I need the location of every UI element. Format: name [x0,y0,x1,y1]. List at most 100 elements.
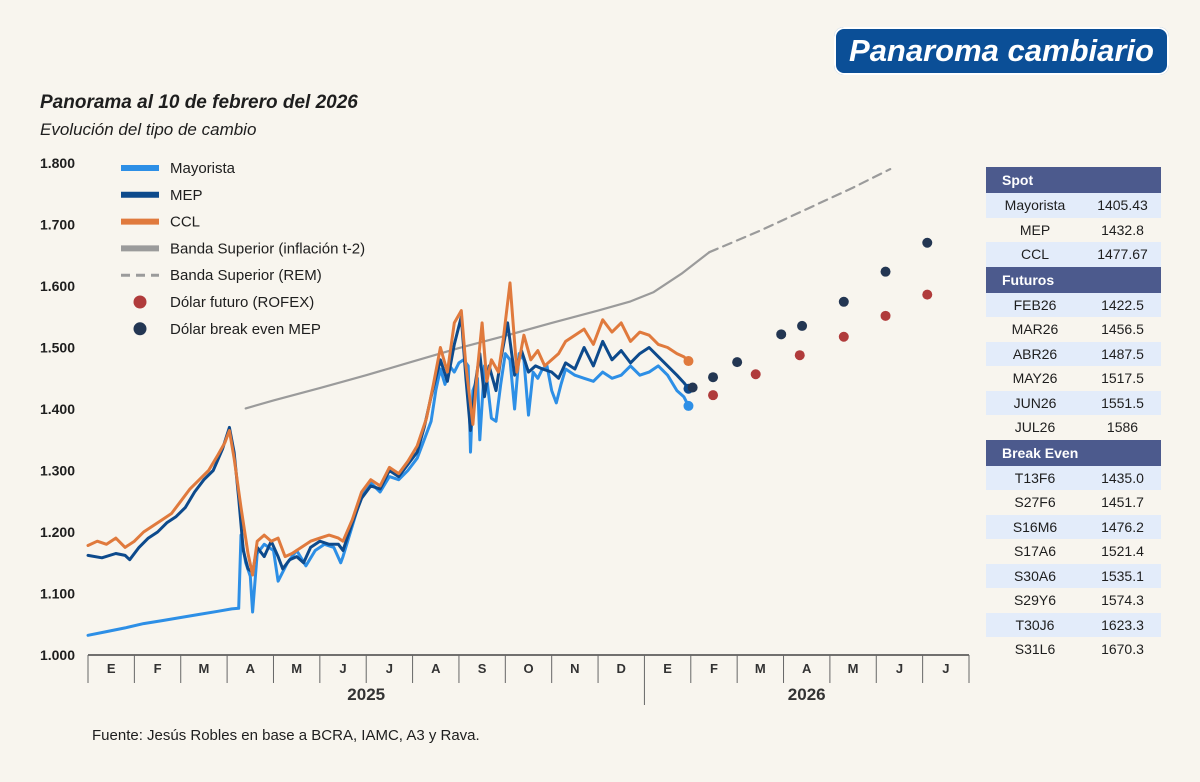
y-tick-label: 1.600 [40,278,75,294]
table-row: T30J6 1623.3 [986,612,1161,637]
breakeven-point [732,357,743,368]
table-cell-value: 1476.2 [1101,518,1144,535]
chart-subtitle: Evolución del tipo de cambio [40,120,257,139]
table-row: S29Y6 1574.3 [986,588,1161,613]
table-cell-key: JUL26 [1014,419,1056,435]
y-tick-label: 1.000 [40,647,75,663]
y-tick-label: 1.400 [40,401,75,417]
table-row: S27F6 1451.7 [986,490,1161,515]
series-line-banda-superior-rem- [708,168,892,254]
table-row: T13F6 1435.0 [986,465,1161,490]
breakeven-point [838,296,849,307]
summary-table: Spot Mayorista 1405.43 MEP 1432.8 CCL 1477.67 F… [986,167,1161,662]
legend-label: Banda Superior (REM) [170,267,322,284]
table-row: FEB26 1422.5 [986,292,1161,317]
rofex-point [922,289,933,300]
table-cell-key: MEP [1019,221,1051,238]
table-cell-value: 1432.8 [1101,221,1144,238]
brand-badge: Panaroma cambiario [834,27,1169,75]
legend-label: CCL [170,214,200,231]
table-cell-key: T13F6 [1014,469,1056,486]
table-cell-value: 1451.7 [1101,494,1144,510]
table-section-header: Break Even [986,439,1161,466]
table-cell-value: 1477.67 [1097,246,1148,262]
table-cell-value: 1521.4 [1101,543,1144,559]
source-note: Fuente: Jesús Robles en base a BCRA, IAM… [92,727,480,744]
table-cell-key: S27F6 [1014,494,1056,510]
series-line-ccl [86,281,690,577]
x-tick-label: F [154,661,162,676]
y-tick-label: 1.100 [40,586,75,602]
y-tick-label: 1.700 [40,217,75,233]
breakeven-point [922,237,933,248]
table-row: CCL 1477.67 [986,242,1161,267]
table-cell-value: 1670.3 [1101,641,1144,657]
table-row: MAR26 1456.5 [986,317,1161,342]
table-row: Mayorista 1405.43 [986,193,1161,218]
y-tick-label: 1.800 [40,155,75,171]
x-tick-label: A [246,661,256,676]
table-section-header: Futuros [986,266,1161,293]
table-cell-key: CCL [1020,246,1049,262]
table-cell-value: 1405.43 [1097,197,1148,213]
table-cell-value: 1551.5 [1101,394,1144,411]
table-cell-key: MAR26 [1011,321,1059,337]
table-cell-value: 1535.1 [1101,567,1144,584]
series-line-mep [86,315,690,574]
table-row: MAY26 1517.5 [986,366,1161,391]
table-cell-value: 1574.3 [1101,592,1144,608]
x-tick-label: M [198,661,209,676]
table-cell-key: S29Y6 [1013,592,1057,608]
breakeven-point [880,266,891,277]
x-tick-label: E [663,661,672,676]
chart-title: Panorama al 10 de febrero del 2026 [40,92,358,113]
y-tick-label: 1.200 [40,524,75,540]
legend-label: Dólar futuro (ROFEX) [170,294,314,311]
x-tick-label: M [291,661,302,676]
series-line-mayorista [86,352,690,637]
table-row: S17A6 1521.4 [986,539,1161,564]
legend-swatch [133,295,147,309]
legend-swatch [133,322,147,336]
table-cell-value: 1623.3 [1101,616,1144,633]
table-cell-key: MAY26 [1012,370,1058,386]
table-cell-key: S16M6 [1012,518,1058,535]
table-cell-key: JUN26 [1013,394,1057,411]
x-tick-label: J [896,661,903,676]
table-row: ABR26 1487.5 [986,341,1161,366]
table-cell-key: FEB26 [1013,296,1057,313]
table-cell-key: S17A6 [1013,543,1057,559]
x-tick-label: M [848,661,859,676]
table-row: JUL26 1586 [986,415,1161,440]
legend-label: Dólar break even MEP [170,321,321,338]
y-tick-label: 1.500 [40,340,75,356]
legend-label: Mayorista [170,160,236,177]
table-cell-value: 1586 [1106,419,1139,435]
x-tick-label: A [431,661,441,676]
table-cell-value: 1422.5 [1101,296,1144,313]
table-cell-key: Mayorista [1004,197,1066,213]
table-cell-key: T30J6 [1015,616,1055,633]
table-row: S31L6 1670.3 [986,637,1161,662]
table-row: MEP 1432.8 [986,218,1161,243]
series-end-point [683,400,694,411]
breakeven-point [776,329,787,340]
table-cell-value: 1517.5 [1101,370,1144,386]
table-cell-value: 1435.0 [1101,469,1144,486]
x-tick-label: M [755,661,766,676]
x-tick-label: A [802,661,812,676]
year-label: 2025 [347,685,385,704]
rofex-point [880,310,891,321]
table-cell-value: 1456.5 [1101,321,1144,337]
table-row: JUN26 1551.5 [986,390,1161,415]
table-cell-key: S31L6 [1014,641,1056,657]
x-tick-label: J [386,661,393,676]
rofex-point [750,369,761,380]
rofex-point [838,331,849,342]
table-cell-value: 1487.5 [1101,345,1144,362]
x-tick-label: F [710,661,718,676]
breakeven-point [708,372,719,383]
table-row: S30A6 1535.1 [986,563,1161,588]
x-tick-label: D [617,661,626,676]
